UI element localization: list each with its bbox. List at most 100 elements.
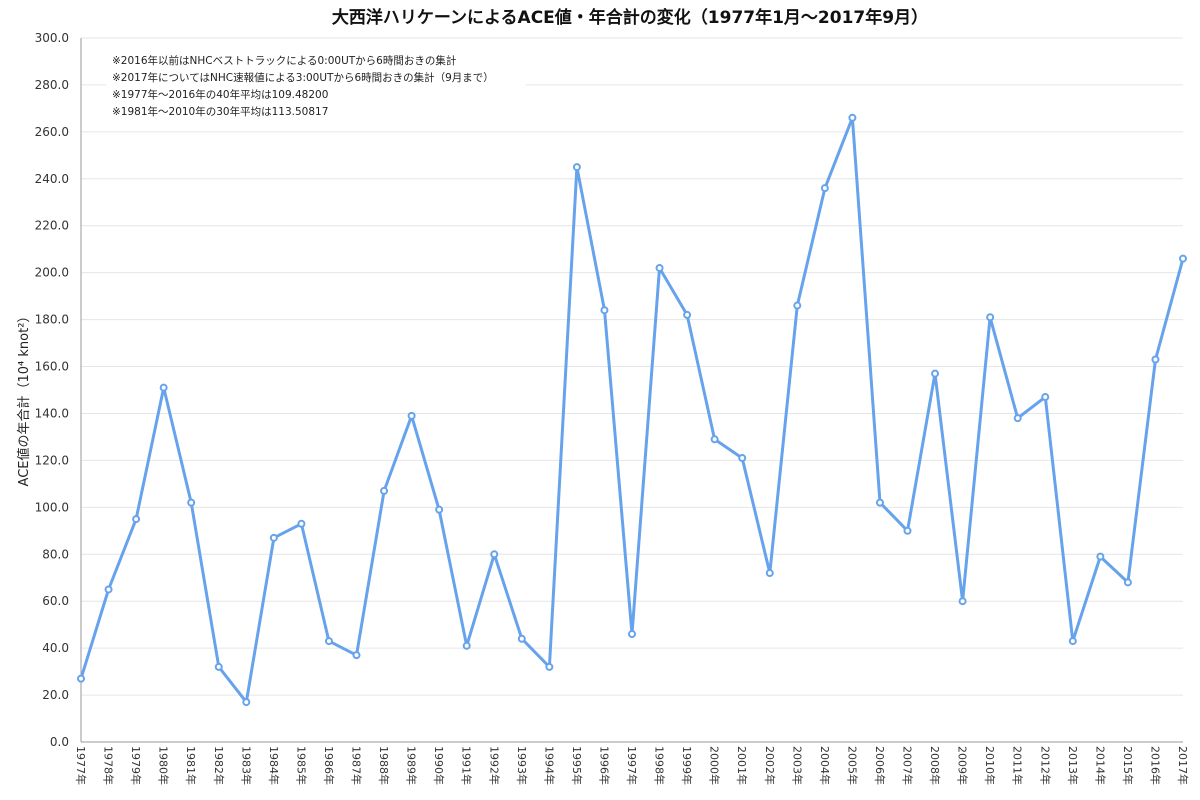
x-tick-label: 2014年 — [1093, 746, 1107, 785]
x-tick-label: 1981年 — [184, 746, 198, 785]
x-tick-label: 2009年 — [956, 746, 970, 785]
x-tick-labels: 1977年 1978年 1979年 1980年 1981年 1982年 1983年 1984年… — [74, 746, 1190, 785]
data-point — [820, 184, 829, 193]
x-tick-label: 1979年 — [129, 746, 143, 785]
x-tick-label: 2000年 — [708, 746, 722, 785]
data-point — [104, 585, 113, 594]
data-point — [600, 306, 609, 315]
data-point — [242, 698, 251, 707]
data-point — [132, 515, 141, 524]
data-point — [765, 569, 774, 578]
x-tick-label: 1993年 — [515, 746, 529, 785]
data-point — [793, 301, 802, 310]
x-tick-label: 1985年 — [294, 746, 308, 785]
data-point — [159, 383, 168, 392]
x-tick-label: 1997年 — [625, 746, 639, 785]
x-tick-label: 2006年 — [873, 746, 887, 785]
x-tick-label: 1980年 — [157, 746, 171, 785]
data-point — [986, 313, 995, 322]
x-tick-label: 2003年 — [790, 746, 804, 785]
x-tick-label: 2005年 — [845, 746, 859, 785]
x-tick-label: 2007年 — [901, 746, 915, 785]
data-point — [655, 263, 664, 272]
data-point — [1151, 355, 1160, 364]
axes — [80, 38, 1183, 743]
data-point — [958, 597, 967, 606]
y-tick-label: 240.0 — [35, 172, 69, 186]
data-point — [572, 163, 581, 172]
data-point — [269, 533, 278, 542]
data-point — [1013, 414, 1022, 423]
data-point — [545, 662, 554, 671]
x-tick-label: 1987年 — [350, 746, 364, 785]
y-tick-label: 280.0 — [35, 78, 69, 92]
x-tick-label: 2008年 — [928, 746, 942, 785]
data-point — [848, 113, 857, 122]
x-tick-label: 2004年 — [818, 746, 832, 785]
y-tick-label: 60.0 — [42, 594, 69, 608]
data-point — [738, 454, 747, 463]
data-point — [1179, 254, 1187, 263]
data-point — [187, 498, 196, 507]
chart-title: 大西洋ハリケーンによるACE値・年合計の変化（1977年1月〜2017年9月） — [332, 7, 928, 28]
annotation-background — [106, 48, 526, 124]
y-axis-label: ACE値の年合計（10⁴ knot²） — [16, 310, 32, 487]
data-point — [77, 674, 85, 683]
y-tick-label: 40.0 — [42, 641, 69, 655]
x-tick-label: 1999年 — [680, 746, 694, 785]
y-tick-label: 120.0 — [35, 453, 69, 467]
data-point — [462, 641, 471, 650]
x-tick-label: 1977年 — [74, 746, 88, 785]
x-tick-label: 1992年 — [487, 746, 501, 785]
y-tick-labels: 0.0 20.0 40.0 60.0 80.0 100.0 120.0 140.0 160.0 1… — [35, 31, 69, 749]
data-point — [1068, 637, 1077, 646]
data-point — [435, 505, 444, 514]
y-tick-label: 20.0 — [42, 688, 69, 702]
annotation-line-2: ※2017年についてはNHC速報値による3:00UTから6時間おきの集計（9月ま… — [112, 71, 494, 84]
x-tick-label: 2002年 — [763, 746, 777, 785]
series-line — [79, 116, 1185, 704]
x-tick-label: 1994年 — [542, 746, 556, 785]
x-tick-label: 2010年 — [983, 746, 997, 785]
y-tick-label: 160.0 — [35, 360, 69, 374]
x-tick-label: 1984年 — [267, 746, 281, 785]
x-tick-label: 2016年 — [1148, 746, 1162, 785]
data-point — [517, 634, 526, 643]
data-point — [683, 310, 692, 319]
x-tick-label: 1986年 — [322, 746, 336, 785]
x-tick-label: 1983年 — [239, 746, 253, 785]
data-point — [407, 411, 416, 420]
x-tick-label: 2012年 — [1038, 746, 1052, 785]
data-point — [1041, 393, 1050, 402]
x-tick-label: 1978年 — [102, 746, 116, 785]
y-tick-label: 220.0 — [35, 219, 69, 233]
annotation-line-1: ※2016年以前はNHCベストトラックによる0:00UTから6時間おきの集計 — [112, 54, 457, 67]
x-tick-label: 1988年 — [377, 746, 391, 785]
y-tick-label: 140.0 — [35, 406, 69, 420]
x-tick-label: 2001年 — [735, 746, 749, 785]
data-point — [352, 651, 361, 660]
ace-series — [77, 113, 1187, 707]
y-tick-label: 0.0 — [50, 735, 69, 749]
data-point — [380, 486, 389, 495]
grid-lines — [81, 37, 1183, 743]
annotation-box: ※2016年以前はNHCベストトラックによる0:00UTから6時間おきの集計 ※… — [106, 48, 526, 124]
y-tick-label: 180.0 — [35, 313, 69, 327]
data-point — [875, 498, 884, 507]
y-tick-label: 300.0 — [35, 31, 69, 45]
y-tick-label: 100.0 — [35, 500, 69, 514]
x-tick-label: 1996年 — [597, 746, 611, 785]
data-point — [931, 369, 940, 378]
x-tick-label: 2015年 — [1121, 746, 1135, 785]
data-point — [324, 637, 333, 646]
x-tick-label: 1989年 — [405, 746, 419, 785]
annotation-line-3: ※1977年〜2016年の40年平均は109.48200 — [112, 88, 328, 101]
x-tick-label: 1998年 — [653, 746, 667, 785]
x-tick-label: 2011年 — [1011, 746, 1025, 785]
x-tick-label: 1982年 — [212, 746, 226, 785]
data-point — [490, 550, 499, 559]
y-tick-label: 80.0 — [42, 547, 69, 561]
data-point — [1096, 552, 1105, 561]
